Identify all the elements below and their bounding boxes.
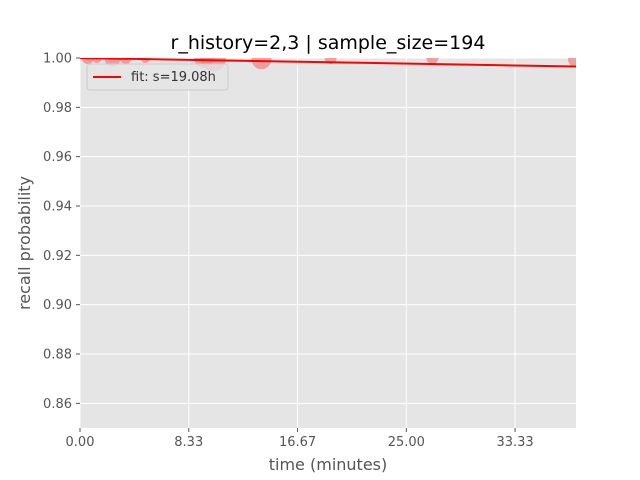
legend-fit-label: fit: s=19.08h [131, 70, 216, 85]
plot-background [80, 58, 576, 428]
y-tick-label: 0.90 [43, 298, 72, 313]
chart-title: r_history=2,3 | sample_size=194 [171, 32, 486, 54]
y-axis-label: recall probability [15, 176, 34, 310]
x-tick-label: 0.00 [66, 435, 95, 450]
legend: fit: s=19.08h [86, 63, 229, 91]
x-axis-label: time (minutes) [269, 455, 387, 474]
y-tick-label: 0.98 [43, 101, 72, 116]
x-tick-label: 8.33 [174, 435, 203, 450]
y-tick-label: 0.86 [43, 397, 72, 412]
y-tick-label: 0.92 [43, 249, 72, 264]
data-point [426, 58, 439, 64]
y-axis-ticks: 0.86 0.88 0.90 0.92 0.94 0.96 0.98 1.00 [43, 52, 80, 412]
y-tick-label: 1.00 [43, 52, 72, 67]
fit-lines [80, 58, 576, 68]
fit-line [80, 58, 576, 68]
x-tick-label: 16.67 [279, 435, 316, 450]
data-point [140, 58, 151, 63]
x-axis-ticks: 0.00 8.33 16.67 25.00 33.33 [66, 428, 534, 450]
x-tick-label: 25.00 [388, 435, 425, 450]
x-tick-label: 33.33 [496, 435, 533, 450]
data-point [81, 58, 94, 64]
y-tick-label: 0.96 [43, 150, 72, 165]
y-tick-label: 0.94 [43, 200, 72, 215]
data-point [568, 58, 576, 68]
y-tick-label: 0.88 [43, 348, 72, 363]
legend-box [86, 63, 229, 91]
